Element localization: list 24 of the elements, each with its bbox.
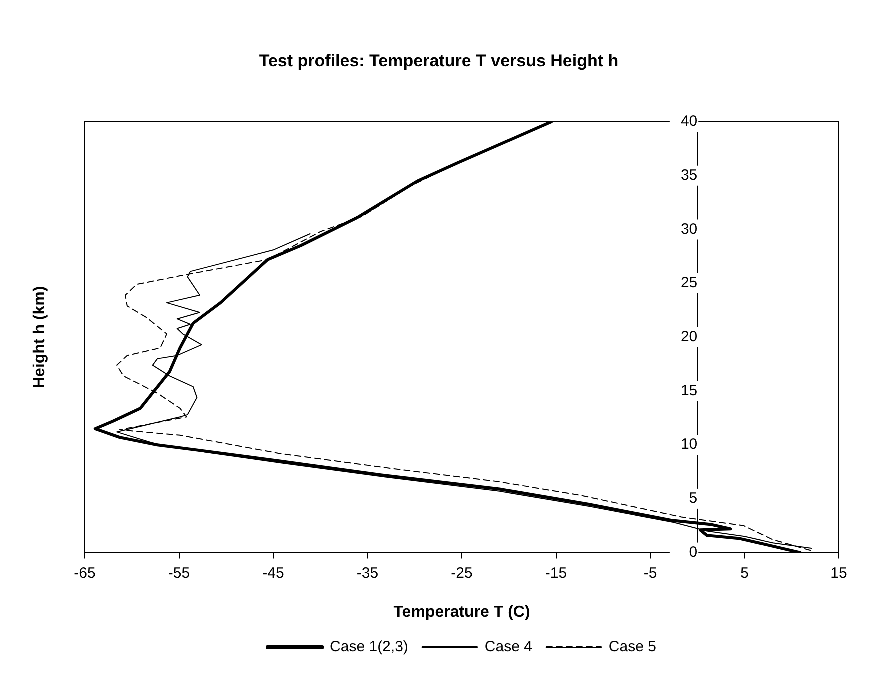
- y-tick-label: 5: [689, 490, 698, 508]
- legend-label: Case 1(2,3): [330, 638, 408, 656]
- y-tick-label: 10: [680, 436, 698, 454]
- y-tick-label: 30: [680, 220, 698, 238]
- y-tick-label: 25: [680, 274, 698, 292]
- x-tick-label: -15: [545, 564, 568, 582]
- y-axis-title: Height h (km): [31, 286, 48, 389]
- x-axis-title: Temperature T (C): [394, 604, 530, 621]
- y-tick-label: 40: [680, 113, 698, 130]
- x-tick-label: 5: [740, 564, 749, 582]
- y-tick-label: 15: [680, 382, 698, 400]
- y-tick-label: 20: [680, 328, 698, 346]
- x-tick-label: -55: [168, 564, 190, 582]
- legend-label: Case 5: [608, 638, 656, 656]
- x-tick-label: 15: [830, 564, 848, 582]
- x-tick-label: -25: [451, 564, 473, 582]
- y-tick-label: 35: [680, 166, 698, 184]
- x-tick-label: -45: [262, 564, 284, 582]
- x-tick-label: -5: [644, 564, 658, 582]
- x-tick-label: -35: [356, 564, 379, 582]
- y-tick-label: 0: [689, 544, 698, 561]
- chart-title: Test profiles: Temperature T versus Height h: [259, 52, 619, 71]
- legend-label: Case 4: [484, 638, 532, 656]
- x-tick-label: -65: [74, 564, 96, 582]
